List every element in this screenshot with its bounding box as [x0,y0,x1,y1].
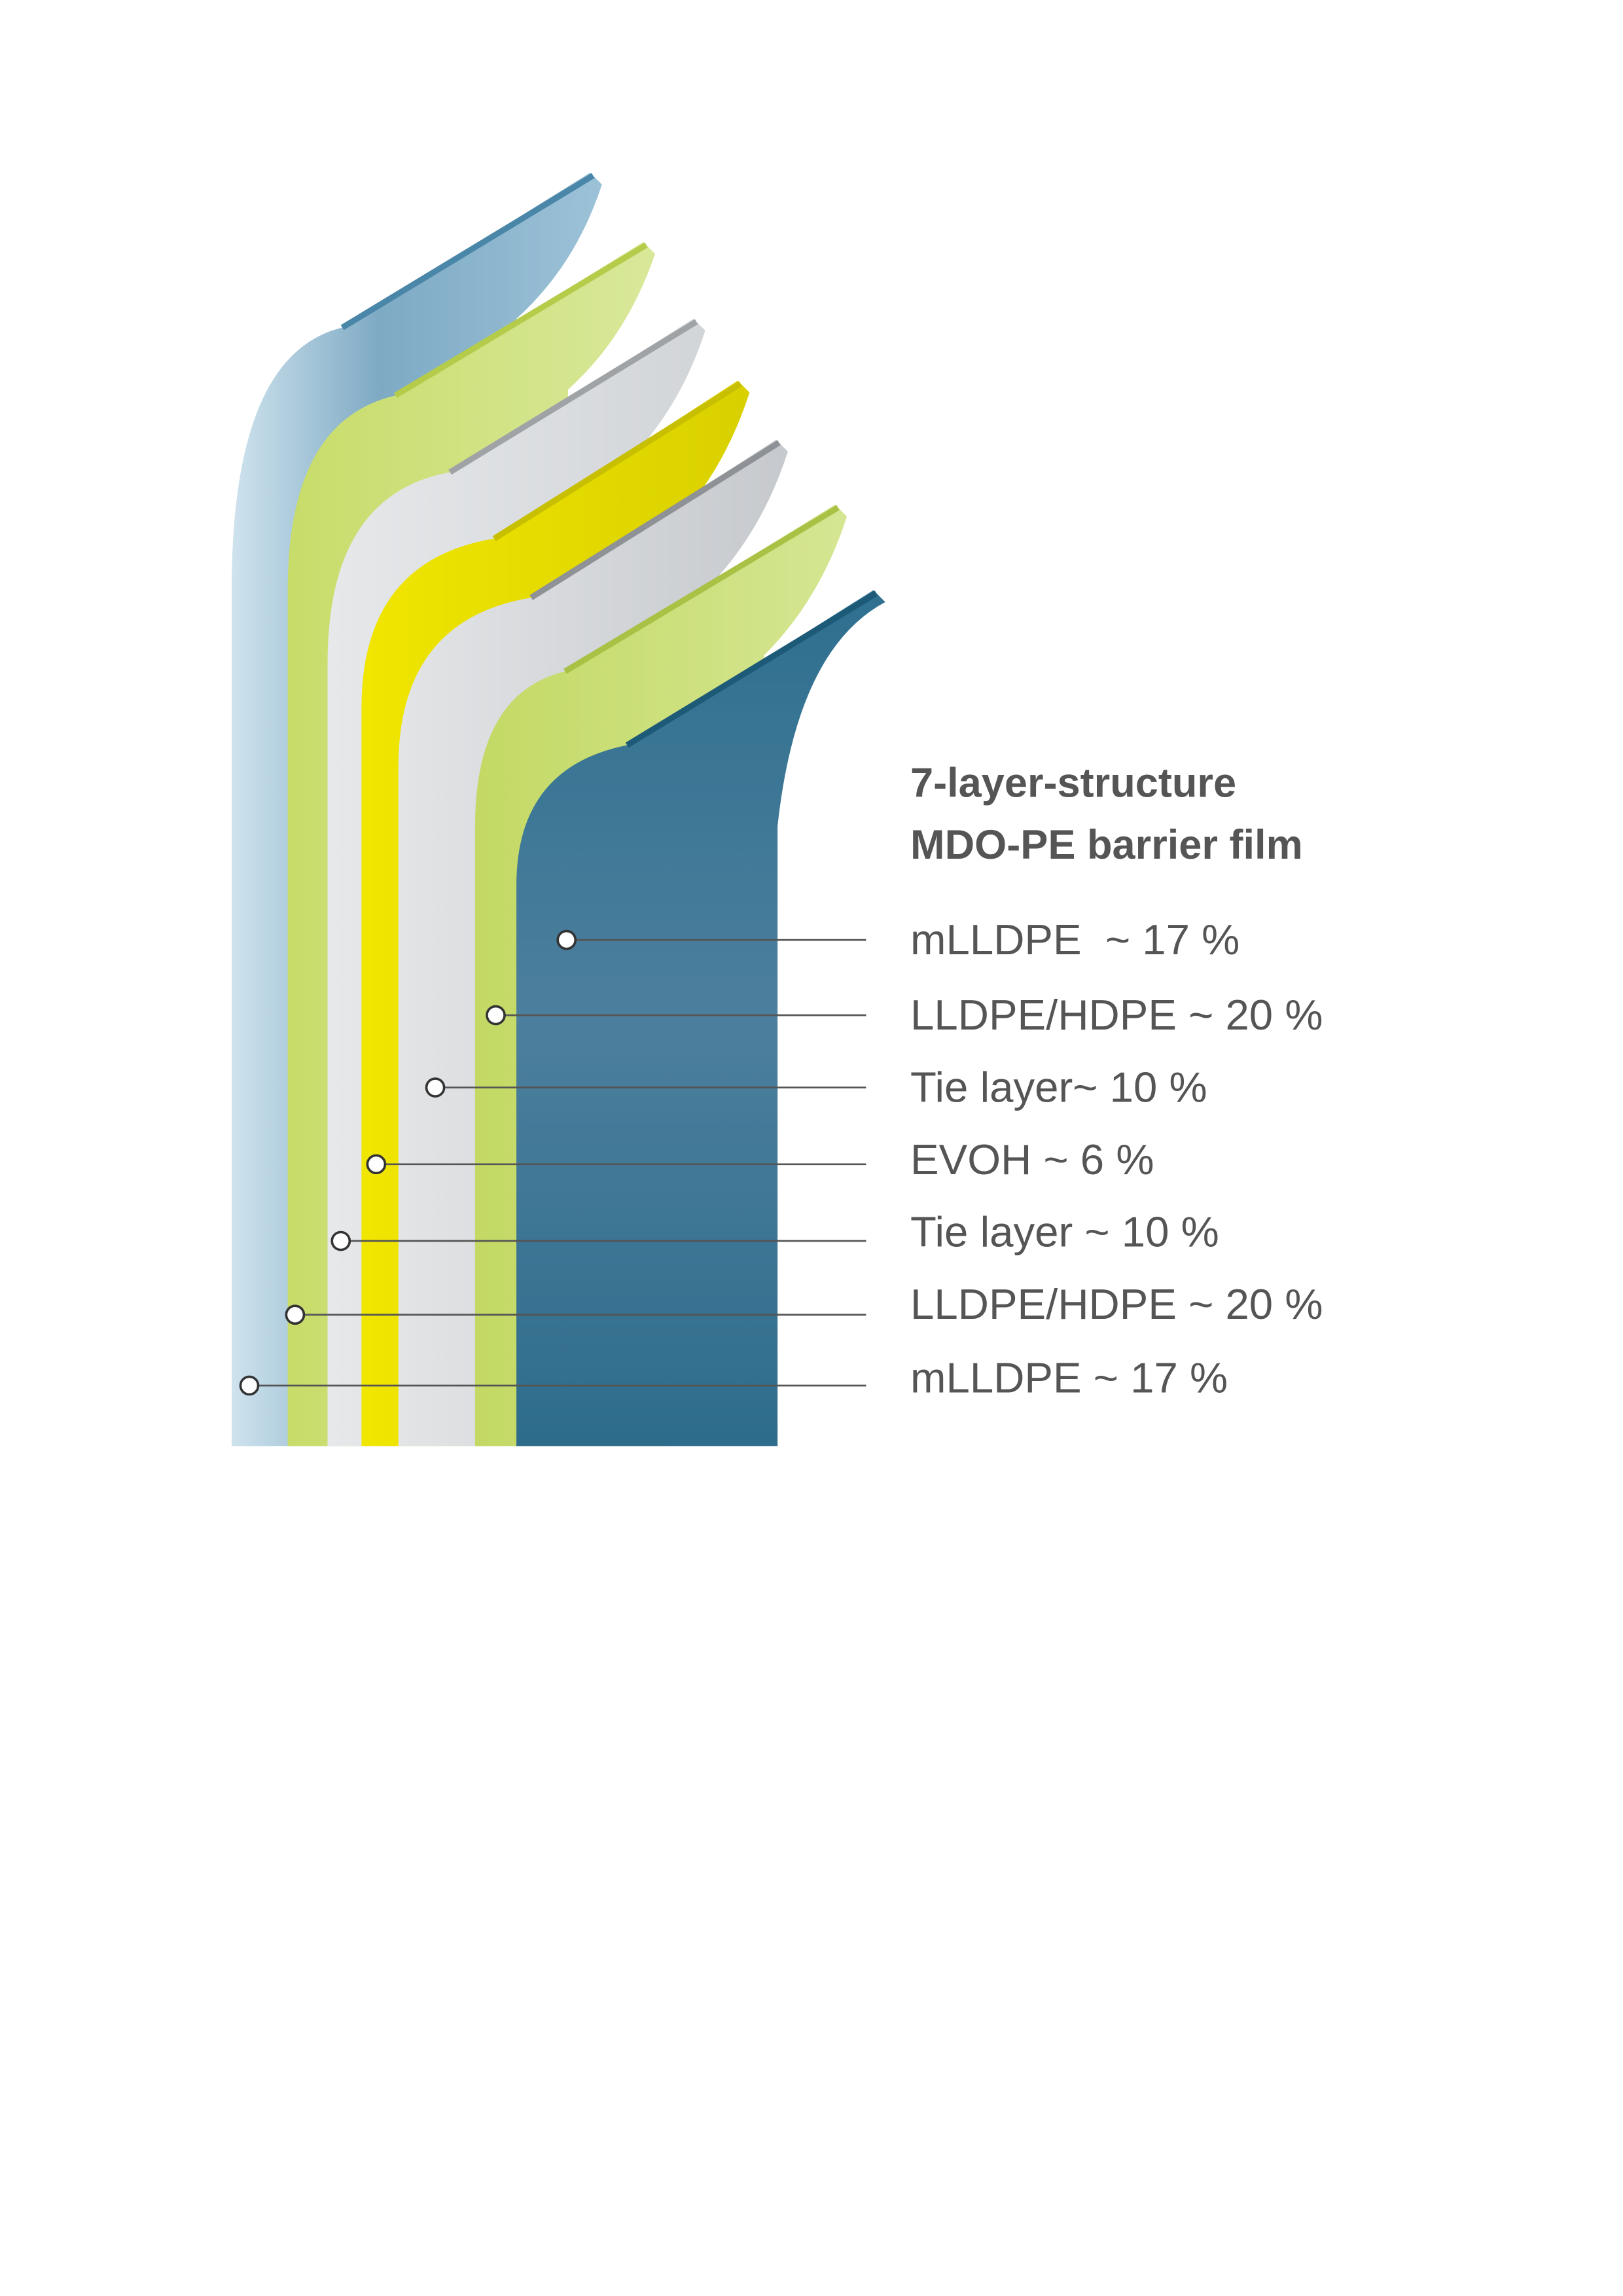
film-layers [231,172,885,1446]
leader-dot [556,929,577,950]
layer-edges [340,173,878,748]
title-line: 7-layer-structure [910,760,1236,806]
layer-label: LLDPE/HDPE ~ 20 % [910,991,1323,1039]
leader-dot [239,1375,260,1396]
illustration: 7-layer-structure MDO-PE barrier film mL… [231,172,1323,1446]
edge [529,440,781,600]
layer-label: LLDPE/HDPE ~ 20 % [910,1280,1323,1328]
layer-label: Tie layer ~ 10 % [910,1208,1219,1255]
edge [625,590,878,748]
edge [563,505,840,674]
leader-dot [486,1005,506,1026]
layer-label: mLLDPE ~ 17 % [910,916,1240,963]
leader-dot [425,1077,446,1098]
edge [393,242,648,399]
leader-dot [366,1154,387,1175]
layer-label: mLLDPE ~ 17 % [910,1354,1228,1401]
layer-label: EVOH ~ 6 % [910,1136,1154,1183]
leaders [239,929,866,1396]
leader-dot [285,1304,306,1325]
edge [448,319,698,475]
edge [492,381,743,541]
layer-7 [516,590,885,1446]
title-line: MDO-PE barrier film [910,822,1303,868]
edge [340,173,595,331]
leader-dot [330,1230,351,1251]
layer-label: Tie layer~ 10 % [910,1063,1207,1111]
